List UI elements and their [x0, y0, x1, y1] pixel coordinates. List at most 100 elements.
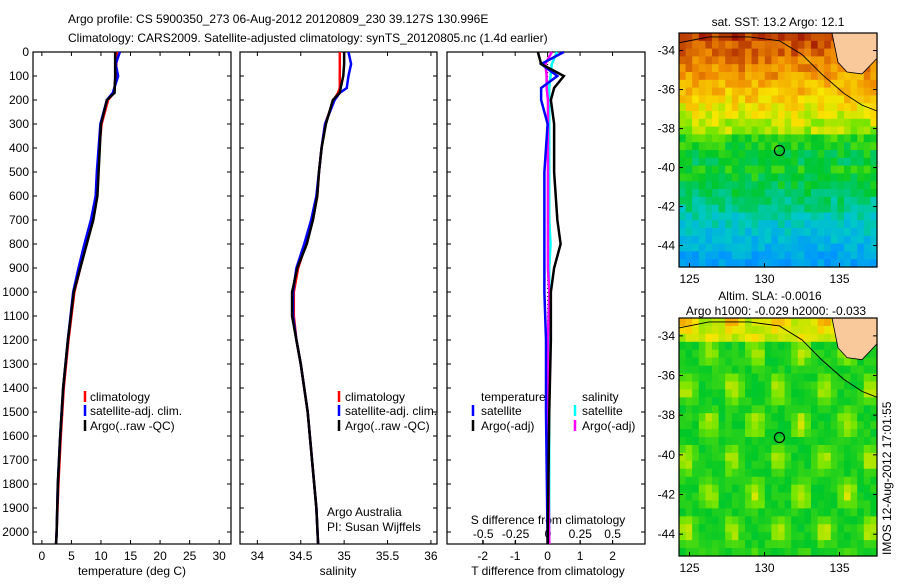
sla-cell [705, 532, 713, 541]
sst-cell [692, 212, 700, 221]
sst-cell [870, 118, 878, 128]
sla-cell [863, 452, 871, 462]
sst-cell [784, 251, 792, 260]
sst-cell [784, 228, 792, 237]
sla-cell [725, 468, 733, 478]
sst-cell [758, 118, 766, 128]
sst-cell [771, 118, 779, 128]
series-climatology [292, 52, 342, 545]
sla-cell [804, 468, 812, 478]
sla-cell [804, 349, 812, 359]
sla-cell [850, 500, 858, 509]
sla-cell [751, 532, 759, 541]
sst-cell [712, 157, 720, 167]
sla-cell [830, 405, 838, 414]
sla-cell [758, 397, 766, 406]
sla-cell [837, 349, 845, 359]
sst-cell [725, 40, 733, 50]
sla-cell [751, 540, 759, 549]
sla-cell [837, 524, 845, 533]
sst-cell [811, 134, 819, 143]
sst-cell [837, 118, 845, 128]
sla-cell [784, 421, 792, 430]
lat-tick-label: -34 [658, 44, 676, 58]
sla-cell [778, 468, 786, 478]
legend-temperature-title: temperature [481, 390, 546, 404]
sst-cell [725, 259, 733, 268]
sla-cell [824, 524, 832, 533]
sla-cell [824, 492, 832, 502]
sst-cell [844, 212, 852, 221]
sla-cell [718, 349, 726, 359]
sla-cell [824, 389, 832, 398]
sst-cell [778, 134, 786, 143]
sla-cell [758, 484, 766, 494]
sla-cell [870, 468, 878, 478]
sst-cell [698, 204, 706, 213]
sla-cell [804, 413, 812, 422]
sla-cell [830, 452, 838, 462]
sla-cell [824, 532, 832, 541]
sla-cell [804, 548, 812, 557]
sla-cell [830, 349, 838, 359]
sst-cell [784, 173, 792, 182]
sla-cell [771, 429, 779, 438]
sla-cell [705, 421, 713, 430]
sla-cell [863, 357, 871, 367]
sst-cell [725, 204, 733, 213]
sla-cell [778, 500, 786, 509]
sst-cell [679, 79, 687, 89]
sla-cell [804, 444, 812, 454]
sst-cell [804, 243, 812, 252]
lat-tick-label: -44 [658, 527, 676, 541]
sla-cell [705, 452, 713, 462]
sla-cell [863, 444, 871, 454]
sst-cell [791, 87, 799, 96]
sla-cell [804, 389, 812, 398]
sst-cell [771, 157, 779, 167]
sst-cell [718, 103, 726, 112]
sla-cell [764, 365, 772, 375]
sst-cell [850, 118, 858, 128]
sst-cell [758, 204, 766, 213]
sla-cell [731, 500, 739, 509]
sst-cell [738, 251, 746, 260]
sst-cell [804, 64, 812, 73]
sst-cell [850, 212, 858, 221]
sst-cell [837, 243, 845, 252]
sst-cell [698, 181, 706, 190]
sst-cell [718, 134, 726, 143]
sla-cell [870, 508, 878, 517]
sla-cell [685, 508, 693, 517]
sst-cell [679, 157, 687, 167]
sst-cell [837, 79, 845, 89]
sla-cell [797, 381, 805, 390]
sst-cell [764, 111, 772, 120]
sla-cell [679, 484, 687, 494]
sst-cell [745, 235, 753, 245]
sst-cell [850, 103, 858, 112]
sst-cell [804, 126, 812, 135]
sla-cell [738, 413, 746, 422]
sst-cell [718, 181, 726, 190]
sst-cell [725, 48, 733, 57]
sst-cell [778, 181, 786, 190]
sla-cell [797, 532, 805, 541]
sst-cell [764, 189, 772, 198]
sst-cell [817, 181, 825, 190]
sst-cell [718, 173, 726, 182]
sst-cell [844, 126, 852, 135]
sla-cell [844, 492, 852, 502]
sla-map-title1: Altim. SLA: -0.0016 [718, 289, 822, 303]
legend-climatology: climatology [90, 390, 150, 404]
sla-cell [679, 500, 687, 509]
sla-cell [797, 460, 805, 470]
sla-cell [764, 532, 772, 541]
sla-cell [679, 365, 687, 375]
sla-cell [804, 532, 812, 541]
sst-cell [804, 157, 812, 167]
sla-cell [692, 341, 700, 351]
sla-cell [811, 429, 819, 438]
sla-cell [705, 429, 713, 438]
sla-cell [712, 341, 720, 351]
